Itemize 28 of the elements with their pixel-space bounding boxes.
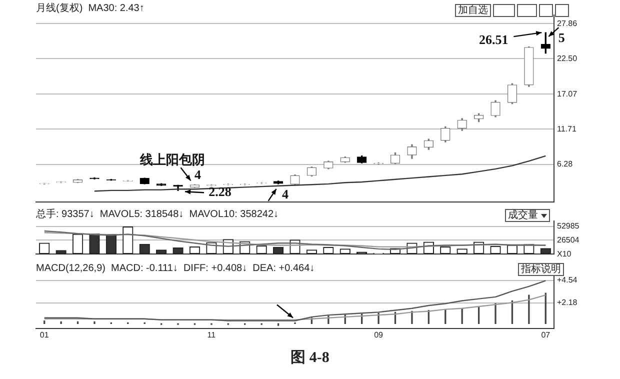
y-tick-label: 52985 (557, 221, 580, 230)
annotation: 2.28 (208, 184, 232, 199)
text: 5 (558, 30, 566, 45)
chart-title: MACD(12,26,9) MACD: -0.111↓ DIFF: +0.408↓ DEA: +0.464↓ (36, 262, 315, 274)
caption: 图 4-8 (290, 349, 330, 367)
y-tick-label: 6.28 (557, 160, 574, 169)
y-tick-label: X10 (557, 249, 572, 258)
chart-title: 总手: 93357↓ MAVOL5: 318548↓ MAVOL10: 358242↓ (35, 208, 279, 220)
annotation: 线上阳包阴 (139, 152, 206, 167)
annotation: 26.51 (479, 32, 508, 47)
y-tick-label: 17.07 (557, 89, 578, 98)
y-tick-label: +2.18 (557, 298, 578, 308)
toolbar: 加自选 (455, 4, 569, 17)
text: 成交量 (508, 210, 538, 221)
y-tick-label: 27.86 (557, 18, 578, 28)
annotation: 4 (194, 166, 202, 182)
text: 指标说明 (518, 263, 564, 276)
y-tick-label: +4.54 (557, 276, 578, 285)
y-tick-label: 22.50 (557, 54, 578, 63)
y-tick-label: 11.71 (557, 124, 577, 134)
x-tick-label: 01 (40, 330, 50, 340)
y-tick-label: 26504 (557, 235, 580, 244)
x-tick-label: 09 (374, 330, 384, 340)
annotation: 4 (282, 186, 290, 202)
x-tick-label: 07 (541, 330, 551, 340)
x-tick-label: 11 (207, 330, 216, 340)
annotation: 加自选 (455, 4, 491, 17)
chart-title: 月线(复权) MA30: 2.43↑ (36, 2, 144, 14)
